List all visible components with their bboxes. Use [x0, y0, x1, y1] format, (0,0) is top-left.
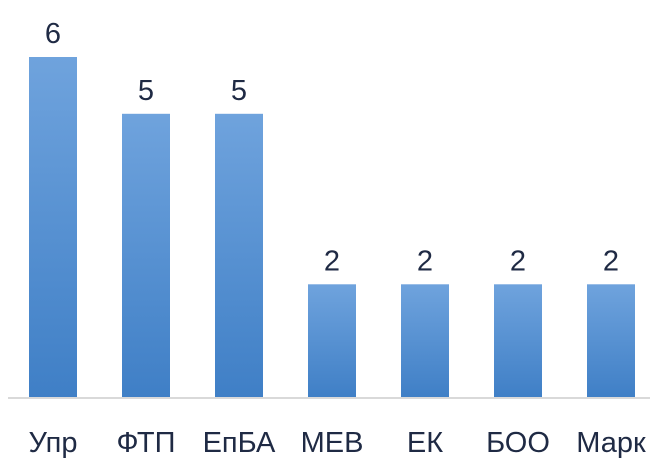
- x-tick-label: БОО: [486, 427, 550, 459]
- bar: [215, 113, 263, 399]
- x-tick-labels-layer: Упр ФТП ЕпБА МЕВ ЕК БОО Марк: [29, 427, 646, 459]
- bar-value-label: 6: [45, 18, 61, 50]
- bar: [29, 57, 77, 398]
- x-tick-label: Марк: [576, 427, 646, 459]
- bar: [587, 284, 635, 398]
- x-tick-label: ЕпБА: [203, 427, 276, 459]
- data-labels-layer: 6 5 5 2 2 2 2: [45, 18, 619, 277]
- bar-value-label: 5: [138, 75, 154, 107]
- bar: [494, 284, 542, 398]
- bar-value-label: 2: [603, 245, 619, 277]
- bar-value-label: 2: [510, 245, 526, 277]
- x-tick-label: МЕВ: [301, 427, 364, 459]
- x-tick-label: ЕК: [407, 427, 443, 459]
- bar: [308, 284, 356, 398]
- x-tick-label: ФТП: [117, 427, 176, 459]
- x-tick-label: Упр: [29, 427, 78, 459]
- bar-value-label: 2: [324, 245, 340, 277]
- bar: [401, 284, 449, 398]
- bars-layer: [29, 57, 635, 399]
- bar-value-label: 2: [417, 245, 433, 277]
- bar: [122, 113, 170, 399]
- bar-value-label: 5: [231, 75, 247, 107]
